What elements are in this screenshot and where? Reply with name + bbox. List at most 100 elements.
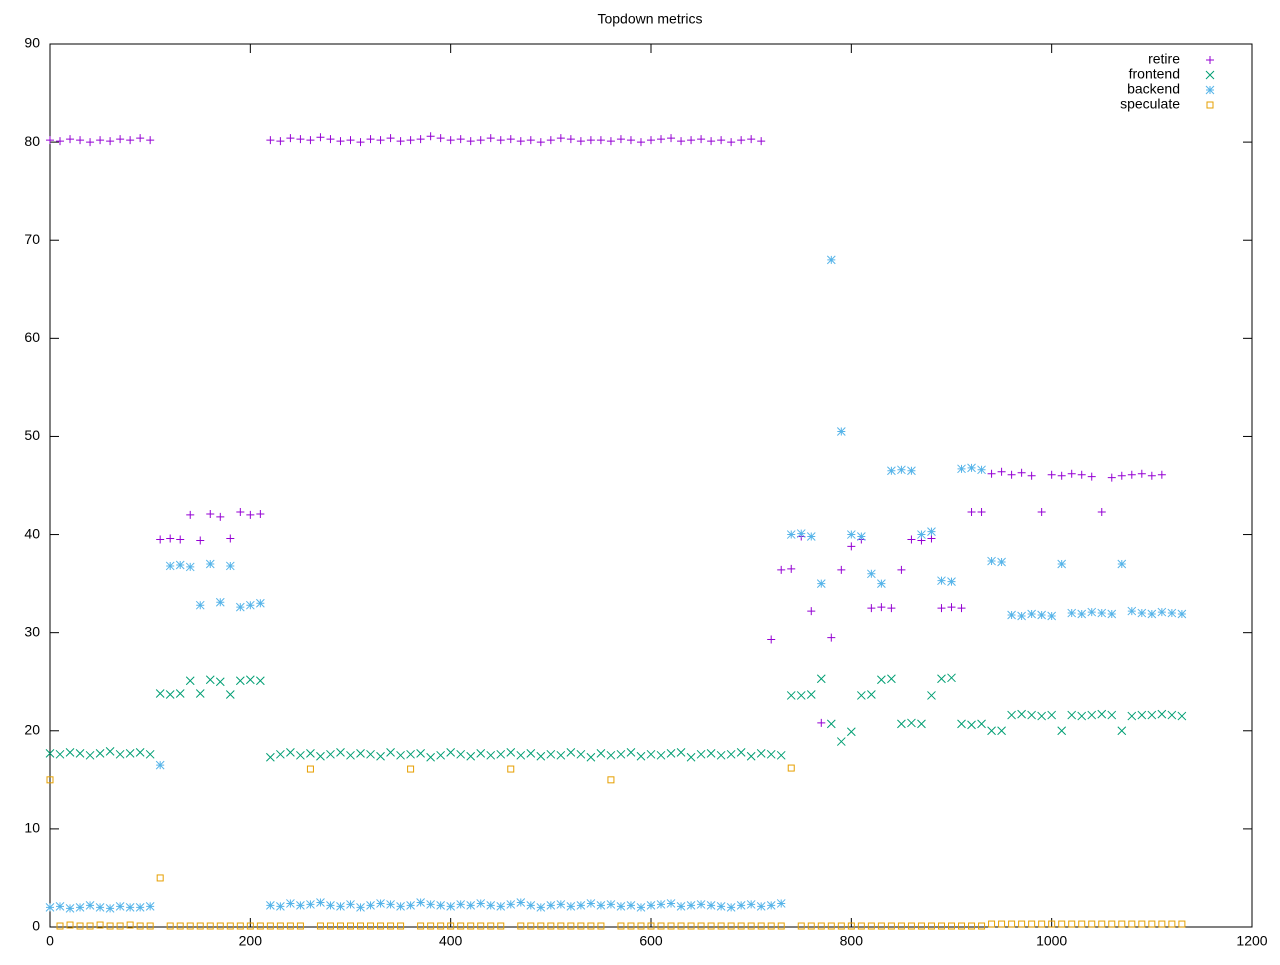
point-star [1087,607,1097,617]
point-star [316,898,325,907]
point-plus [506,135,515,144]
point-plus [626,136,635,145]
point-square [1008,920,1016,928]
point-cross [1097,709,1107,719]
point-square [707,922,715,930]
point-square [196,922,204,930]
point-plus [266,136,275,145]
point-star [526,901,536,910]
point-square [316,922,324,930]
point-star [616,902,626,911]
point-cross [1057,726,1067,736]
point-star [476,899,486,908]
point-star [626,901,636,910]
point-square [667,922,675,930]
point-plus [1087,472,1096,481]
point-square [116,922,124,930]
point-star [276,902,285,911]
point-cross [1067,710,1077,720]
point-cross [115,749,125,759]
point-plus [416,135,425,144]
point-square [66,921,74,929]
chart-title: Topdown metrics [597,11,702,27]
point-plus [66,135,75,144]
point-cross [326,749,335,759]
point-star [566,902,576,911]
point-square [1058,920,1066,928]
point-plus [987,469,996,478]
point-cross [536,751,546,761]
point-cross [696,749,706,759]
point-cross [266,752,275,762]
point-cross [225,690,235,699]
point-square [46,776,54,784]
point-star [416,898,425,907]
point-cross [386,748,395,757]
point-star [877,579,886,588]
point-plus [687,136,696,145]
point-plus [226,534,235,543]
point-star [456,900,466,909]
point-star [606,900,616,909]
point-square [547,922,555,930]
point-star [646,901,656,910]
point-plus [176,535,185,544]
point-square [627,922,635,930]
legend-label: retire [1148,51,1180,67]
point-star [887,466,896,476]
point-plus [466,137,475,146]
point-star [1037,610,1047,620]
point-star [286,899,295,908]
point-plus [56,137,65,146]
point-square [487,922,495,930]
point-square [447,922,455,930]
point-plus [807,607,816,616]
legend-marker [1206,101,1214,109]
point-plus [376,136,385,145]
point-plus [1047,470,1056,479]
point-star [1057,559,1067,569]
point-square [647,922,655,930]
point-cross [786,691,796,700]
point-square [1018,920,1026,928]
point-square [96,921,104,929]
point-cross [416,748,425,758]
point-star [686,901,696,910]
point-star [205,559,215,569]
point-cross [556,750,566,760]
point-cross [366,749,375,759]
x-tick-label: 1200 [1236,933,1267,949]
point-square [897,922,905,930]
point-square [948,922,955,930]
point-square [978,922,986,930]
point-square [397,922,405,930]
point-cross [356,748,365,758]
point-cross [45,748,55,758]
point-star [356,903,365,912]
point-square [357,922,365,930]
legend-marker [1205,85,1215,95]
point-cross [967,720,976,730]
point-square [1138,920,1146,928]
point-square [917,922,925,930]
point-cross [456,749,466,759]
point-plus [767,635,776,644]
point-cross [1127,711,1137,721]
point-star [85,901,95,910]
point-star [436,901,446,910]
point-star [1137,608,1147,618]
point-plus [546,136,555,145]
point-star [185,562,195,572]
point-plus [366,135,375,144]
point-plus [316,133,325,142]
point-cross [666,748,676,758]
point-square [1098,920,1106,928]
point-square [417,922,425,930]
point-square [56,922,64,930]
point-star [306,900,315,909]
point-square [937,922,945,930]
point-star [556,900,566,909]
point-star [175,560,185,570]
point-cross [1007,710,1016,720]
point-plus [616,135,625,144]
